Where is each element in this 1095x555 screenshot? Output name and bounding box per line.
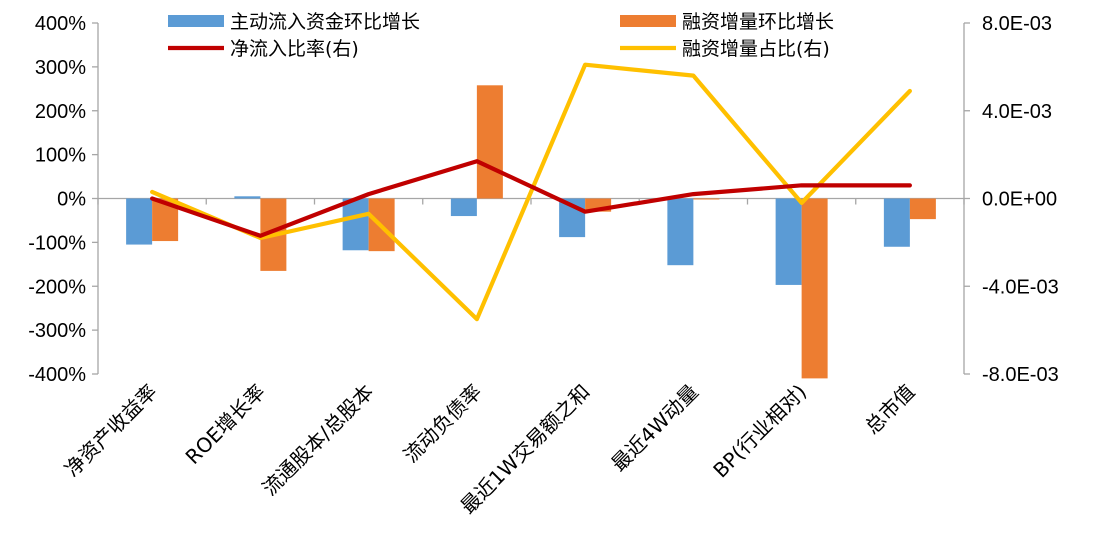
legend-label: 融资增量占比(右) bbox=[682, 38, 830, 60]
left-tick-label: 0% bbox=[57, 189, 86, 211]
line-margin-share bbox=[150, 62, 912, 322]
bar-margin-5 bbox=[693, 198, 720, 200]
category-label: 流通股本/总股本 bbox=[257, 380, 378, 501]
legend-label: 净流入比率(右) bbox=[230, 38, 359, 60]
bar-inflow-3 bbox=[450, 198, 477, 217]
legend-item-margin-share: 融资增量占比(右) bbox=[620, 38, 830, 60]
bar-inflow-2 bbox=[342, 198, 369, 251]
bar-inflow-0 bbox=[126, 198, 153, 245]
left-tick-label: -100% bbox=[28, 232, 86, 254]
left-tick-label: 300% bbox=[35, 57, 86, 79]
legend-item-margin: 融资增量环比增长 bbox=[620, 11, 834, 33]
left-tick-label: 200% bbox=[35, 101, 86, 123]
category-label: 净资产收益率 bbox=[60, 380, 162, 482]
category-label: 流动负债率 bbox=[399, 380, 487, 468]
line-net-inflow-ratio bbox=[150, 159, 912, 238]
right-tick-label: -8.0E-03 bbox=[982, 364, 1059, 386]
right-tick-label: 0.0E+00 bbox=[982, 189, 1057, 211]
left-tick-label: 100% bbox=[35, 145, 86, 167]
bar-margin-6 bbox=[801, 198, 828, 379]
category-label: ROE增长率 bbox=[181, 380, 270, 469]
bar-margin-7 bbox=[909, 198, 936, 220]
legend-item-net-ratio: 净流入比率(右) bbox=[168, 38, 359, 60]
left-tick-label: -400% bbox=[28, 364, 86, 386]
legend-label: 主动流入资金环比增长 bbox=[230, 11, 420, 33]
category-label: 总市值 bbox=[860, 380, 919, 439]
legend-label: 融资增量环比增长 bbox=[682, 11, 834, 33]
right-tick-label: 8.0E-03 bbox=[982, 13, 1052, 35]
bar-margin-3 bbox=[476, 85, 503, 199]
left-tick-label: -200% bbox=[28, 276, 86, 298]
bar-inflow-7 bbox=[883, 198, 910, 247]
bar-inflow-1 bbox=[234, 196, 261, 199]
right-tick-label: 4.0E-03 bbox=[982, 101, 1052, 123]
category-label: BP(行业相对) bbox=[708, 380, 811, 483]
legend-swatch bbox=[620, 15, 676, 27]
bar-inflow-6 bbox=[775, 198, 802, 285]
left-tick-label: 400% bbox=[35, 13, 86, 35]
right-tick-label: -4.0E-03 bbox=[982, 276, 1059, 298]
axes-layer: 400% 300% 200% 100% 0% -100% -200% -300% -400% 8.… bbox=[28, 13, 1059, 386]
category-label: 最近4W动量 bbox=[606, 380, 703, 477]
bar-inflow-5 bbox=[667, 198, 694, 266]
left-tick-label: -300% bbox=[28, 320, 86, 342]
legend-item-inflow: 主动流入资金环比增长 bbox=[168, 11, 420, 33]
lines-layer bbox=[150, 62, 912, 322]
legend-swatch bbox=[168, 15, 224, 27]
